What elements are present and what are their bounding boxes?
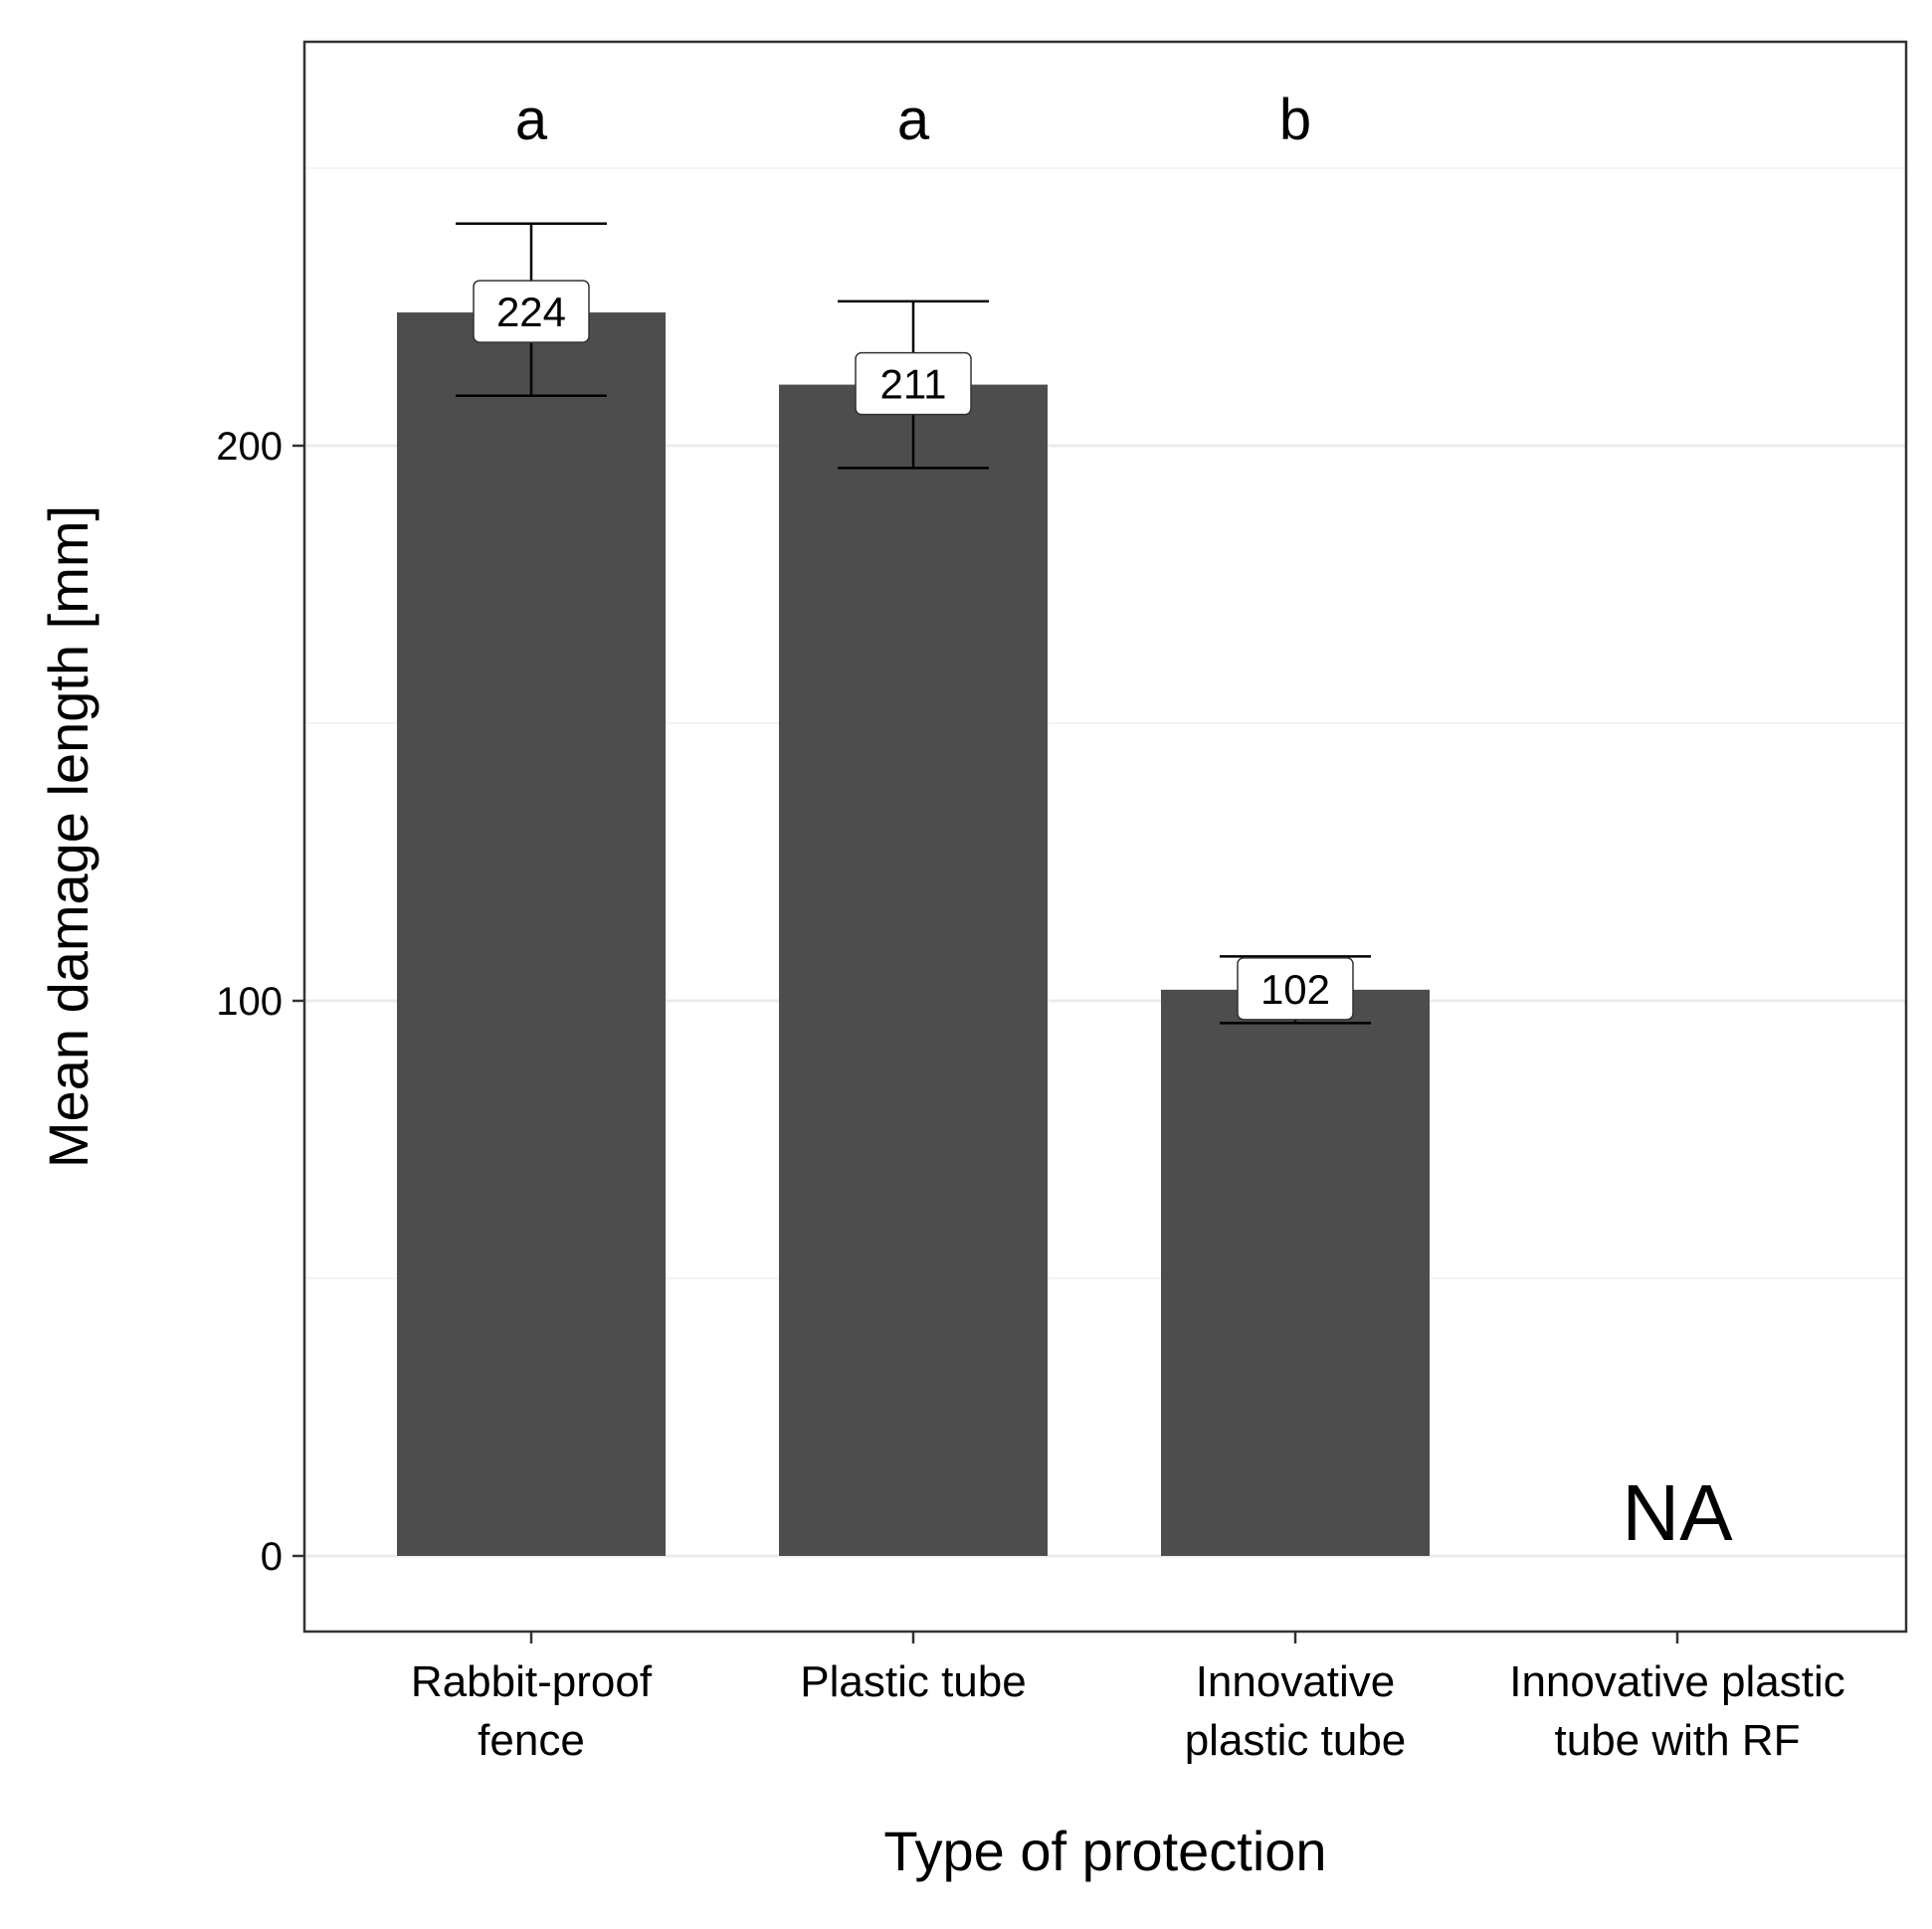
y-axis-title: Mean damage length [mm] [37, 505, 99, 1168]
na-label: NA [1622, 1468, 1733, 1557]
data-label-box [473, 280, 590, 343]
x-tick-label-line: tube with RF [1555, 1716, 1801, 1765]
x-tick-label-line: Plastic tube [800, 1657, 1026, 1706]
significance-letter: a [897, 88, 930, 152]
data-label-box [855, 351, 972, 416]
data-labels: 224 211 102 [473, 280, 1354, 1021]
x-tick-label: Innovative plastic tube with RF [1509, 1657, 1845, 1765]
x-tick-label: Rabbit-proof fence [411, 1657, 653, 1765]
significance-letters: a a b NA [515, 88, 1733, 1557]
y-tick-label: 100 [216, 980, 283, 1024]
significance-letter: a [515, 88, 548, 152]
data-label: 224 [496, 289, 566, 335]
x-axis-title: Type of protection [883, 1820, 1326, 1882]
x-tick-label: Plastic tube [800, 1657, 1026, 1706]
x-tick-label-line: Innovative [1196, 1657, 1396, 1706]
axes: 0 100 200 Rabbit-proof fence Plastic tube Inno… [216, 425, 1845, 1765]
y-tick-label: 0 [261, 1535, 283, 1579]
data-label-box [1237, 957, 1354, 1021]
x-tick-label: Innovative plastic tube [1185, 1657, 1407, 1765]
x-tick-label-line: Rabbit-proof [411, 1657, 653, 1706]
bars [397, 312, 1430, 1557]
bar [1161, 989, 1430, 1556]
data-label: 211 [880, 361, 947, 408]
significance-letter: b [1279, 88, 1311, 152]
bar [779, 384, 1048, 1556]
bar [397, 312, 666, 1557]
panel-border [302, 40, 1908, 1634]
data-label: 102 [1260, 966, 1330, 1013]
y-tick-label: 200 [216, 425, 283, 469]
x-tick-label-line: fence [478, 1716, 585, 1765]
x-tick-label-line: Innovative plastic [1509, 1657, 1845, 1706]
x-tick-label-line: plastic tube [1185, 1716, 1407, 1765]
